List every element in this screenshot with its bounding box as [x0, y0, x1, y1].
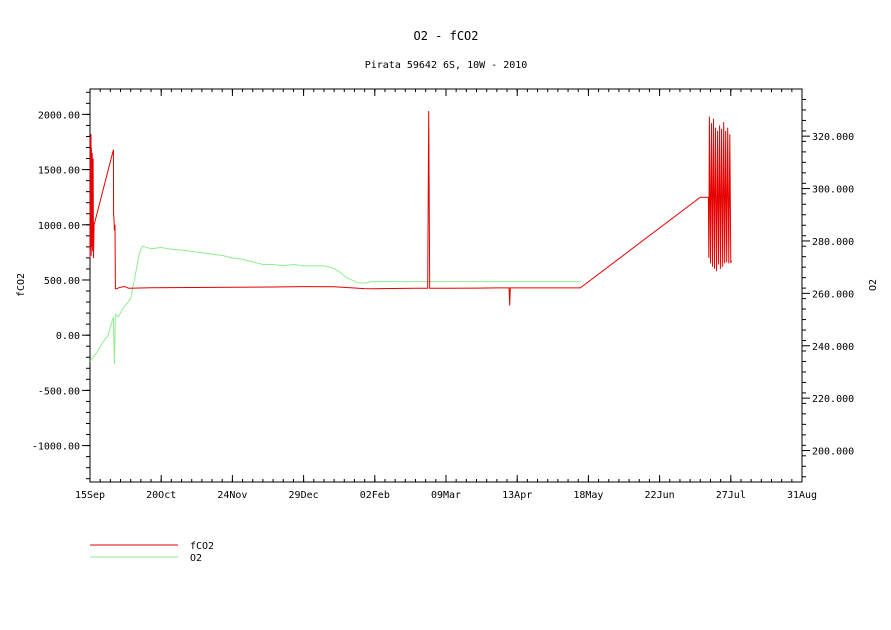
- series-line-o2: [89, 245, 581, 365]
- x-tick-label: 18May: [573, 490, 603, 501]
- chart-subtitle: Pirata 59642 6S, 10W - 2010: [365, 60, 528, 71]
- x-tick-label: 15Sep: [75, 490, 105, 501]
- x-tick-label: 13Apr: [502, 490, 532, 501]
- y-right-tick-label: 200.000: [812, 447, 854, 458]
- y-right-tick-label: 220.000: [812, 394, 854, 405]
- x-tick-label: 27Jul: [716, 490, 746, 501]
- legend-label: O2: [190, 553, 202, 564]
- x-tick-label: 24Nov: [217, 490, 247, 501]
- x-tick-label: 29Dec: [289, 490, 319, 501]
- legend-label: fCO2: [190, 541, 214, 552]
- y-right-axis-label: O2: [868, 279, 879, 291]
- y-right-tick-label: 320.000: [812, 132, 854, 143]
- y-left-tick-label: 1000.00: [38, 221, 80, 232]
- y-right-tick-label: 240.000: [812, 342, 854, 353]
- y-left-tick-label: 0.00: [56, 331, 80, 342]
- y-left-axis-label: fCO2: [16, 273, 27, 297]
- x-tick-label: 20Oct: [146, 490, 176, 501]
- plot-area: 15Sep 20Oct 24Nov 29Dec 02Feb 09Mar 13Apr 18May…: [32, 88, 854, 501]
- y-right-tick-label: 280.000: [812, 237, 854, 248]
- y-left-tick-label: 2000.00: [38, 110, 80, 121]
- y-right-tick-label: 300.000: [812, 185, 854, 196]
- y-left-tick-label: -500.00: [38, 386, 80, 397]
- series-line-fco2: [89, 111, 733, 306]
- x-tick-label: 09Mar: [431, 490, 461, 501]
- y-right-tick-label: 260.000: [812, 289, 854, 300]
- plot-frame: [89, 88, 803, 483]
- x-tick-label: 02Feb: [360, 490, 390, 501]
- x-tick-label: 31Aug: [787, 490, 817, 501]
- y-left-tick-label: 500.00: [44, 276, 80, 287]
- chart-title: O2 - fCO2: [413, 29, 478, 43]
- x-tick-label: 22Jun: [645, 490, 675, 501]
- y-left-tick-label: 1500.00: [38, 166, 80, 177]
- y-left-tick-label: -1000.00: [32, 442, 80, 453]
